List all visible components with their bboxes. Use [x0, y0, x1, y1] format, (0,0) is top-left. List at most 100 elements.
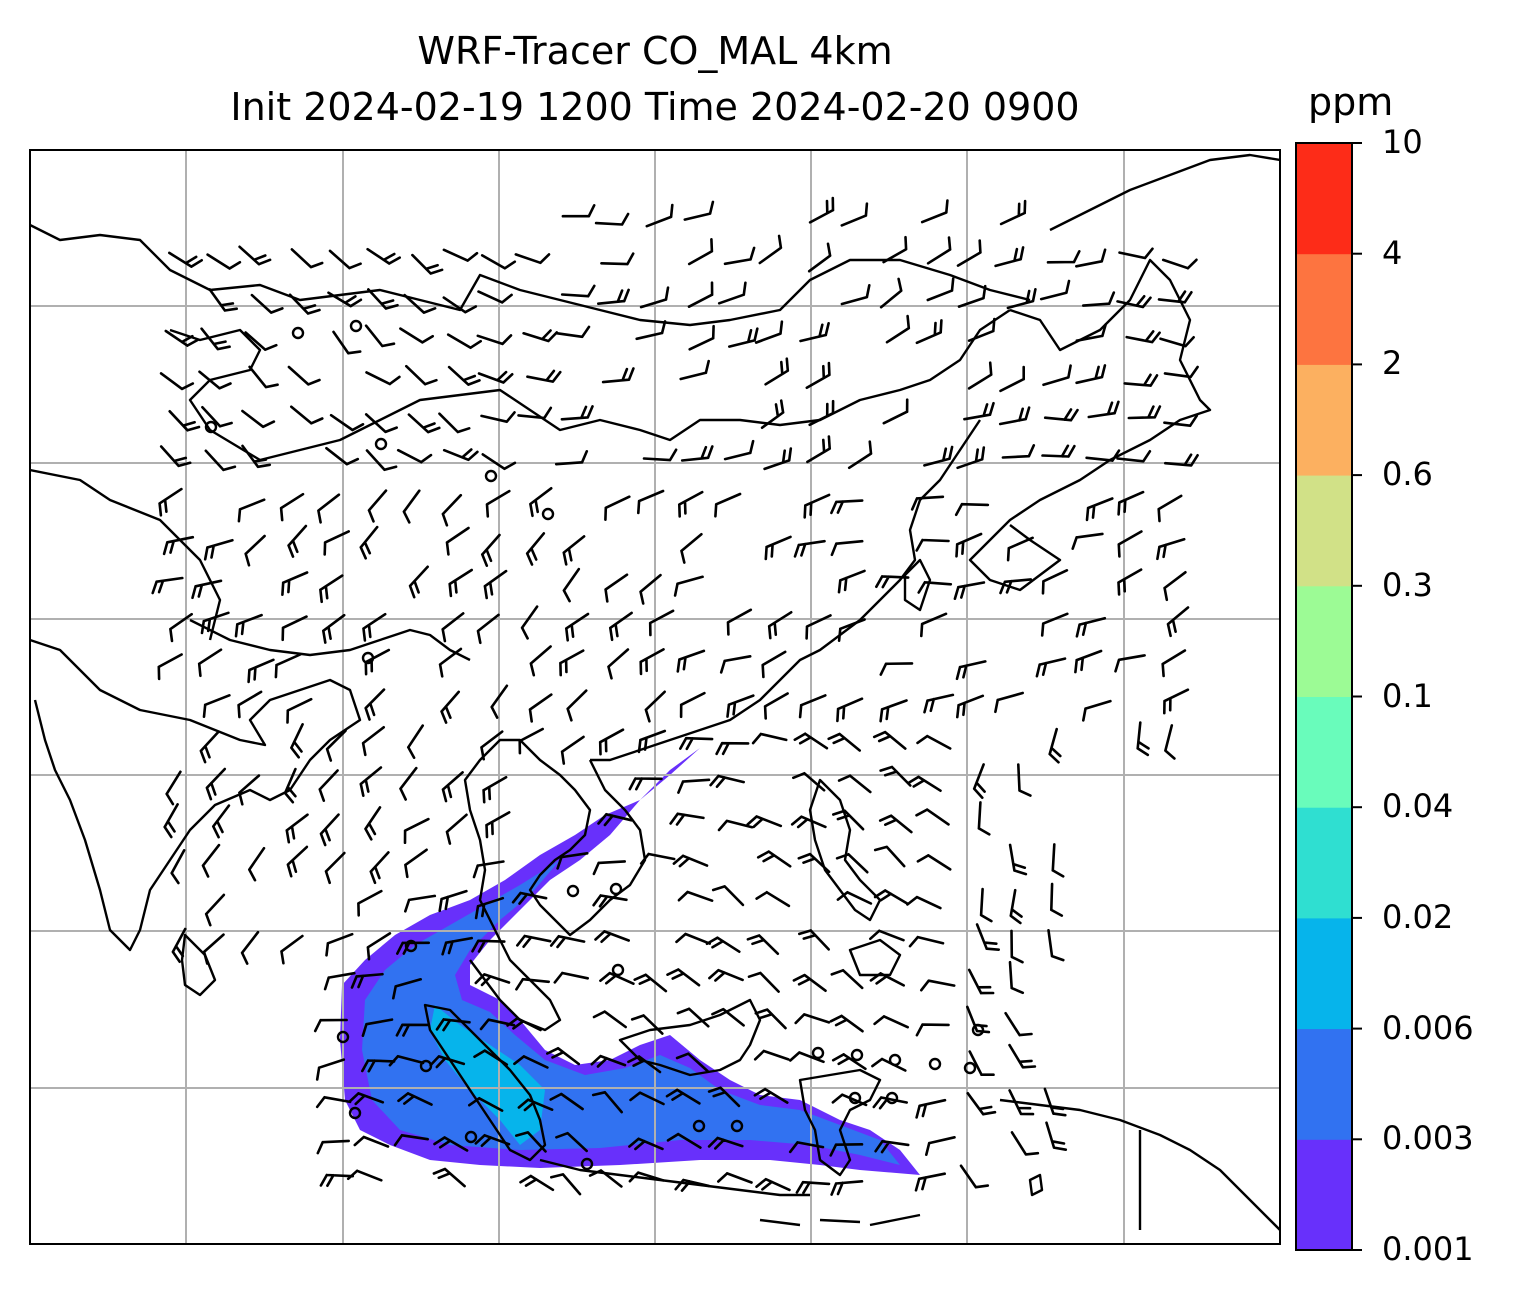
border-china-mongolia [169, 309, 1011, 462]
wind-barb [205, 767, 227, 801]
wind-barb [283, 767, 297, 804]
wind-barb [926, 277, 955, 302]
wind-barb [525, 532, 546, 566]
wind-barb [485, 811, 511, 839]
wind-barb [204, 893, 226, 927]
wind-barb [405, 364, 438, 386]
wind-barb [805, 361, 831, 389]
calm-wind-circle [464, 1130, 478, 1144]
wind-barb [203, 538, 234, 561]
wind-barb [968, 1050, 995, 1076]
wind-barb [923, 445, 954, 467]
wind-barb [926, 236, 952, 265]
wind-barb [967, 968, 995, 995]
coast-nusa-tenggara [759, 1213, 921, 1227]
wind-barb [714, 492, 742, 518]
wind-barb [1164, 453, 1199, 467]
wind-barb [432, 1167, 466, 1188]
wind-barb [560, 405, 594, 421]
wind-barb [639, 573, 662, 605]
colorbar-tick-label: 0.001 [1382, 1230, 1474, 1268]
wind-barb [442, 448, 479, 462]
wind-barb [1163, 688, 1190, 715]
wind-barb [448, 568, 473, 598]
wind-barb [1085, 449, 1121, 462]
wind-barb [393, 1134, 429, 1147]
wind-barb [365, 371, 401, 386]
wind-barb [999, 199, 1027, 226]
wind-barb [726, 694, 755, 718]
wind-barb [515, 977, 550, 991]
wind-barb [1116, 450, 1152, 463]
wind-barb [763, 692, 789, 720]
wind-barb [445, 813, 468, 845]
wind-barb [1163, 571, 1187, 602]
wind-barb [672, 854, 709, 868]
map-subtitle: Init 2024-02-19 1200 Time 2024-02-20 090… [230, 85, 1080, 129]
wind-barb [171, 927, 187, 963]
border-central-asia [30, 223, 1031, 327]
wind-barb [955, 660, 987, 681]
wind-barb [753, 1049, 790, 1061]
wind-barb [758, 234, 783, 265]
wind-barb [746, 934, 780, 955]
calm-wind-circle [811, 1046, 825, 1060]
wind-barb [601, 367, 635, 384]
wind-barb [315, 1058, 346, 1081]
wind-barb [550, 1173, 582, 1196]
wind-barb [830, 499, 864, 515]
wind-barb [717, 819, 754, 832]
wind-barb [553, 971, 589, 984]
wind-barb [688, 324, 715, 351]
border-india-north [30, 468, 222, 641]
wind-barb [313, 1018, 348, 1033]
wind-barb [366, 932, 392, 961]
wind-barb [687, 238, 714, 266]
wind-barb [639, 852, 676, 865]
wind-barb [506, 1017, 542, 1032]
colorbar-segment [1296, 364, 1352, 476]
wind-barb [607, 648, 630, 680]
wind-barb [830, 969, 864, 990]
wind-barb [397, 1092, 433, 1106]
wind-barb [994, 246, 1025, 268]
calm-wind-markers [204, 319, 985, 1171]
colorbar-tick-label: 0.6 [1382, 455, 1433, 494]
calm-wind-circle [963, 1061, 977, 1075]
wind-barb [286, 845, 309, 878]
wind-barb [1035, 657, 1067, 678]
wind-barb [639, 286, 670, 309]
coast-philippines [808, 778, 882, 922]
wind-barb [201, 843, 221, 878]
wind-barb [711, 885, 745, 907]
wind-barb [433, 1136, 469, 1152]
wind-barb [319, 1173, 355, 1187]
wind-barb [520, 605, 539, 640]
wind-barb [675, 1052, 709, 1073]
calm-wind-circle [850, 1048, 864, 1062]
calm-wind-circle [580, 1157, 594, 1171]
wind-barb [1114, 654, 1146, 673]
wind-barb [399, 327, 434, 344]
wind-barb [438, 889, 468, 913]
wind-barb [726, 608, 753, 636]
wind-barb [159, 445, 192, 468]
wind-barb [367, 288, 399, 310]
wind-barb [598, 728, 625, 756]
wind-barb [317, 493, 341, 524]
wind-barb [327, 291, 363, 308]
wind-barb [168, 251, 203, 268]
wind-barb [1039, 279, 1071, 301]
wind-barb [966, 1092, 997, 1116]
wind-barb [476, 334, 513, 346]
wind-barb [628, 777, 663, 791]
calm-wind-circle [848, 1091, 862, 1105]
wind-barb [915, 808, 950, 826]
wind-barb [794, 1013, 831, 1025]
calm-wind-circle [374, 437, 388, 451]
colorbar-tick-label: 10 [1382, 123, 1423, 161]
wind-barb [212, 804, 231, 839]
wind-barb [1125, 330, 1161, 344]
wind-barb [441, 493, 463, 527]
wind-barb [324, 851, 346, 885]
